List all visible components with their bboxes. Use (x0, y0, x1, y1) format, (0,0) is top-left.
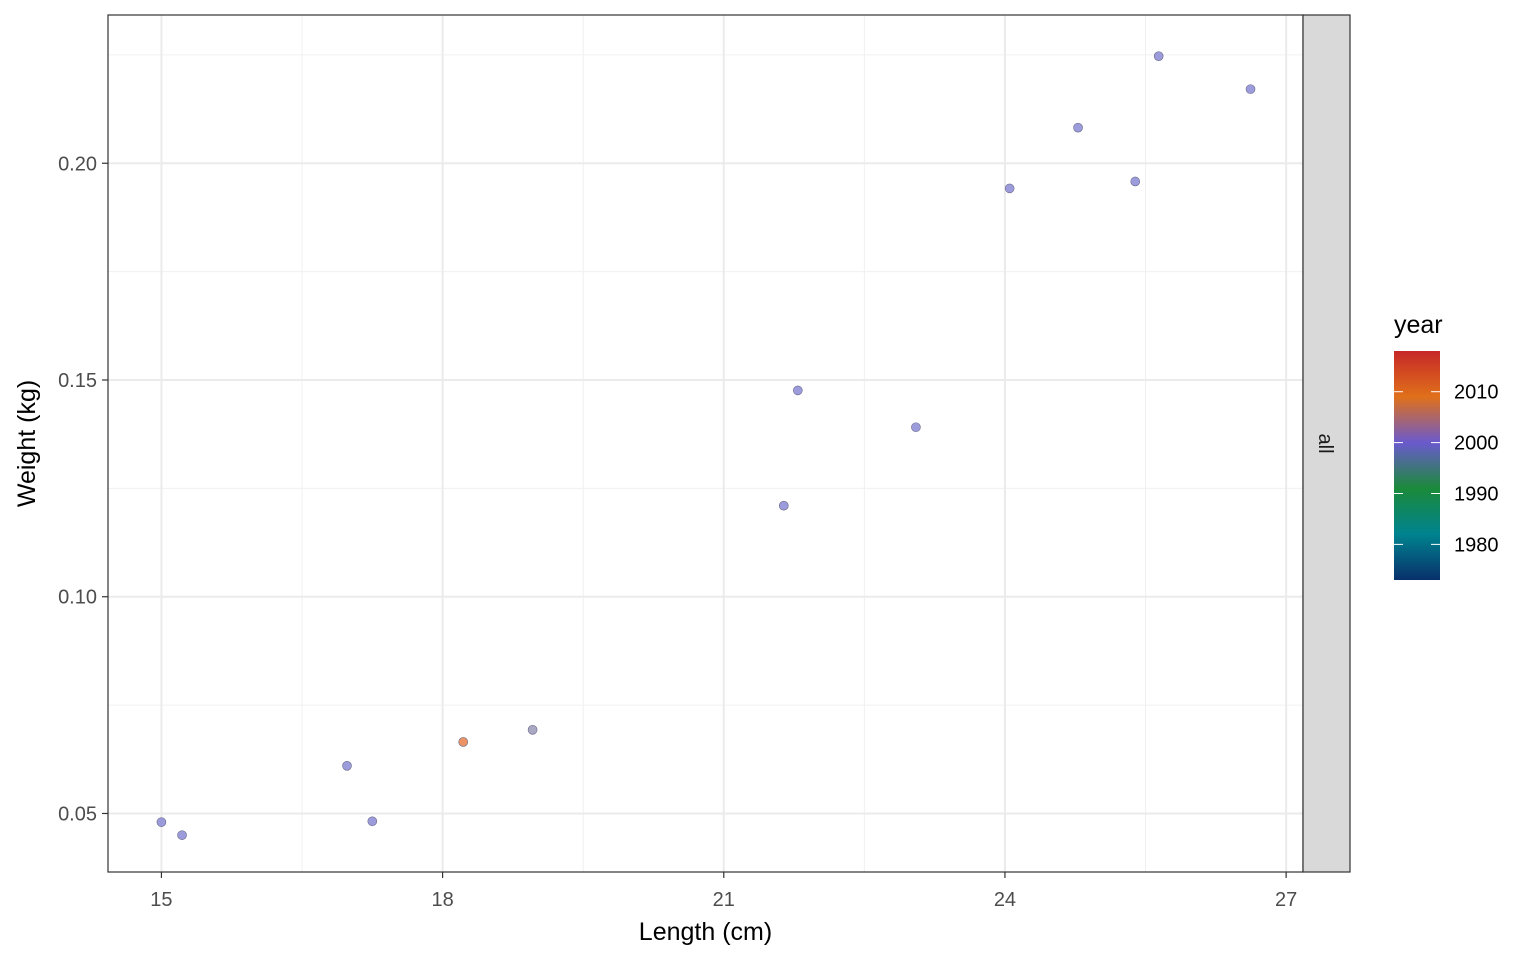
y-tick-label: 0.05 (58, 803, 97, 825)
data-point (911, 422, 921, 433)
x-tick-label: 18 (431, 889, 453, 911)
legend-tick-label: 2010 (1454, 382, 1499, 404)
facet-strip (1302, 14, 1351, 873)
legend-tick-label: 1980 (1454, 534, 1499, 556)
legend-colorbar (1394, 351, 1440, 580)
y-tick-label: 0.10 (58, 587, 97, 609)
y-tick-label: 0.15 (58, 370, 97, 392)
data-point (1004, 183, 1015, 194)
data-points (156, 51, 1256, 840)
legend-ticks: 1980 1990 2000 2010 (1394, 382, 1499, 556)
data-point (1130, 176, 1141, 187)
y-tick-label: 0.20 (58, 153, 97, 175)
data-point (793, 385, 803, 396)
x-tick-label: 27 (1275, 889, 1297, 911)
data-point (1153, 51, 1164, 61)
data-point (342, 760, 352, 771)
data-point (367, 816, 378, 827)
data-point (156, 817, 167, 827)
data-point (527, 725, 538, 735)
data-point (458, 737, 469, 747)
legend-tick-label: 2000 (1454, 433, 1499, 455)
legend-tick-label: 1990 (1454, 483, 1499, 505)
y-axis: 0.05 0.10 0.15 0.20 (58, 153, 108, 825)
facet-strip-label: all (1314, 433, 1336, 453)
data-point (1073, 122, 1083, 133)
y-axis-title: Weight (kg) (13, 380, 41, 507)
x-axis: 15 18 21 24 27 (150, 872, 1297, 911)
x-axis-title: Length (cm) (639, 918, 772, 946)
data-point (177, 830, 187, 840)
data-point (1245, 84, 1256, 94)
x-tick-label: 15 (150, 889, 172, 911)
gridlines (108, 15, 1303, 872)
legend-title: year (1394, 311, 1443, 339)
x-tick-label: 24 (994, 889, 1016, 911)
x-tick-label: 21 (713, 889, 735, 911)
data-point (778, 500, 789, 511)
